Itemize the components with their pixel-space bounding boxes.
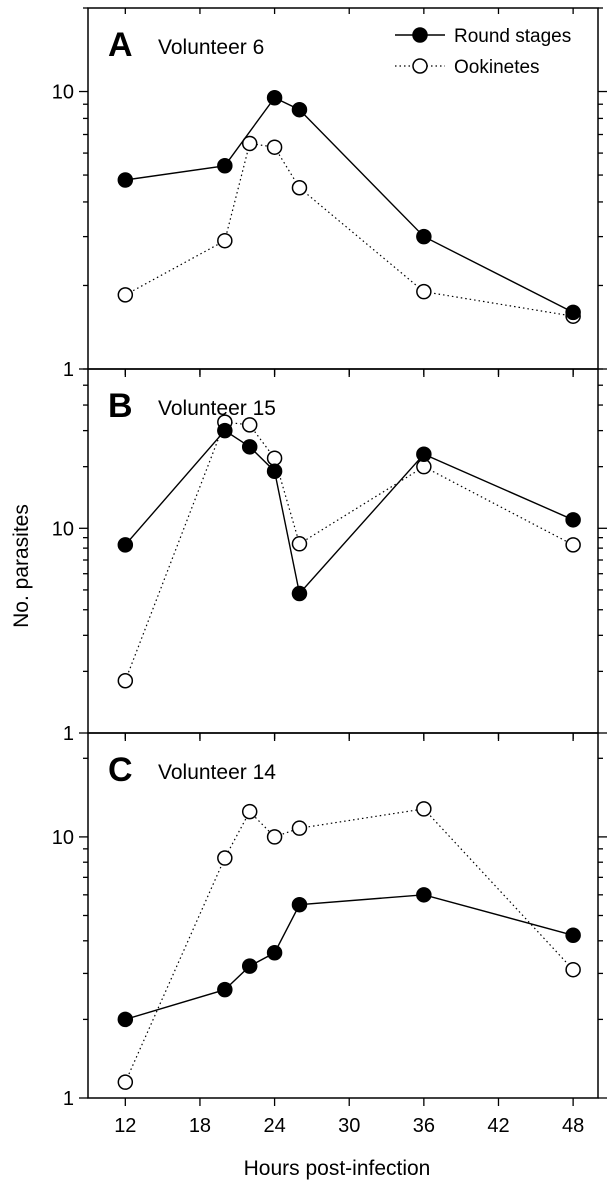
panel-letter: B (108, 387, 133, 425)
ookinetes-point (117, 672, 134, 689)
round-stages-point (565, 304, 581, 321)
ookinetes-point (291, 536, 308, 552)
y-tick-label: 1 (63, 359, 74, 381)
panel-title: Volunteer 15 (158, 397, 276, 420)
legend: Round stages Ookinetes (395, 26, 571, 78)
round-stages-point (416, 228, 432, 245)
round-stages-point (117, 172, 134, 188)
ookinetes-point (565, 961, 581, 978)
x-tick-label: 30 (338, 1115, 360, 1137)
x-tick-label: 24 (263, 1115, 285, 1137)
ookinetes-point (416, 801, 432, 817)
panel-title: Volunteer 6 (158, 36, 264, 59)
round-stages-point (565, 512, 581, 528)
round-stages-series-line (125, 96, 574, 314)
ookinetes-point (117, 287, 134, 303)
y-tick-label: 10 (52, 827, 74, 849)
round-stages-point (217, 158, 233, 174)
y-tick-label: 1 (63, 1088, 74, 1110)
y-tick-label: 1 (63, 723, 74, 745)
legend-round-marker (412, 27, 428, 43)
ookinetes-point (291, 820, 308, 836)
round-stages-point (291, 585, 308, 602)
round-stages-point (416, 887, 432, 903)
ookinetes-point (117, 1074, 134, 1090)
legend-ookinete-marker (412, 58, 428, 74)
x-tick-label: 36 (413, 1115, 435, 1137)
ookinetes-point (241, 417, 258, 433)
round-stages-point (416, 446, 432, 462)
panel-frame (87, 368, 599, 734)
ookinetes-point (565, 537, 581, 553)
ookinetes-point (266, 139, 283, 155)
ookinetes-point (217, 232, 233, 249)
ookinetes-series-line (124, 808, 574, 1083)
ookinetes-point (291, 180, 308, 196)
y-axis-title: No. parasites (10, 504, 33, 628)
ookinetes-series-line (125, 142, 574, 317)
panel-frame (87, 732, 599, 1099)
round-stages-point (266, 945, 283, 961)
ookinetes-point (241, 803, 258, 820)
panel-b: 1 10 B Volunteer 15 (52, 368, 607, 745)
ookinetes-point (266, 829, 283, 845)
x-tick-label: 12 (114, 1115, 136, 1137)
ookinetes-point (266, 450, 283, 466)
panel-letter: C (108, 751, 133, 789)
round-stages-point (266, 89, 283, 106)
round-stages-point (117, 1011, 134, 1028)
ookinetes-series-line (124, 421, 574, 681)
round-stages-point (117, 537, 134, 553)
x-tick-label: 42 (487, 1115, 509, 1137)
round-stages-point (241, 439, 258, 455)
x-axis-title: Hours post-infection (244, 1157, 431, 1180)
panel-letter: A (108, 26, 133, 64)
ookinetes-point (241, 135, 258, 152)
round-stages-point (565, 927, 581, 944)
x-tick-label: 48 (562, 1115, 584, 1137)
round-stages-series-line (124, 429, 574, 596)
round-stages-point (291, 101, 308, 118)
y-tick-label: 10 (52, 518, 74, 540)
legend-ookinete-label: Ookinetes (454, 57, 540, 78)
round-stages-point (217, 981, 233, 998)
panel-title: Volunteer 14 (158, 761, 276, 784)
ookinetes-point (217, 850, 233, 866)
x-tick-label: 18 (189, 1115, 211, 1137)
y-tick-label: 10 (52, 82, 74, 104)
panel-c: 1 10 C Volunteer 14 (52, 732, 607, 1110)
round-stages-point (291, 896, 308, 913)
round-stages-point (217, 422, 233, 439)
legend-round-label: Round stages (454, 26, 571, 47)
round-stages-point (241, 958, 258, 974)
ookinetes-point (416, 283, 432, 300)
round-stages-point (266, 463, 283, 479)
round-stages-series-line (125, 894, 574, 1021)
